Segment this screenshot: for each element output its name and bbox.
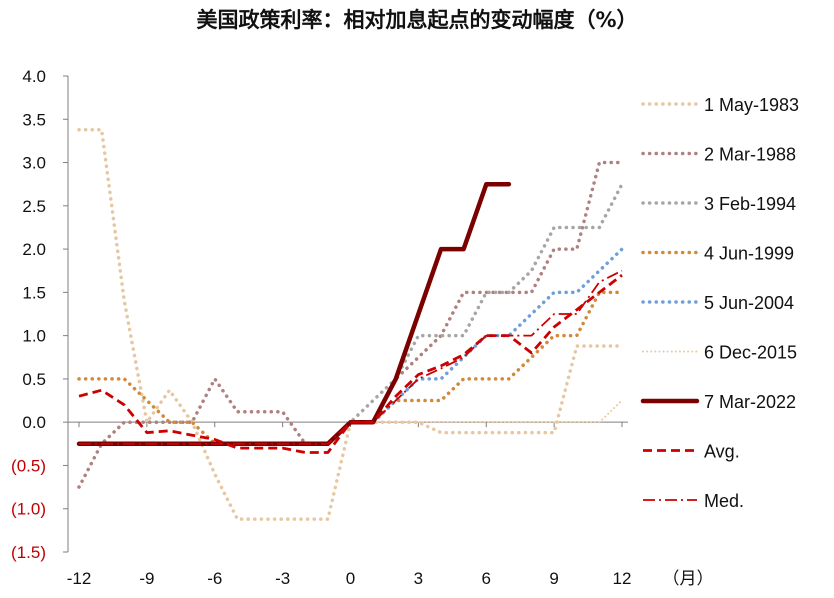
legend-label-6: 6 Dec-2015 <box>704 343 797 363</box>
x-axis-ticks: -12 -9 -6 -3 0 3 6 9 12 <box>67 569 632 588</box>
y-tick-label: 3.0 <box>22 154 46 173</box>
y-tick-label: 0.0 <box>22 413 46 432</box>
legend-label-2: 2 Mar-1988 <box>704 145 796 165</box>
x-tick-label: 9 <box>549 569 558 588</box>
legend-label-3: 3 Feb-1994 <box>704 194 796 214</box>
axes <box>63 75 628 553</box>
series-line-4 <box>77 290 624 446</box>
y-tick-label: 2.0 <box>22 240 46 259</box>
x-tick-label: -6 <box>207 569 222 588</box>
legend-label-7: 7 Mar-2022 <box>704 392 796 412</box>
y-tick-label: (1.5) <box>11 543 46 562</box>
x-tick-label: -3 <box>275 569 290 588</box>
x-tick-label: 6 <box>482 569 491 588</box>
series-line-3 <box>77 182 624 446</box>
y-tick-label: (0.5) <box>11 456 46 475</box>
legend-label-9: Med. <box>704 491 744 511</box>
legend-label-4: 4 Jun-1999 <box>704 244 794 264</box>
series-line-2 <box>77 160 624 489</box>
series-line-9 <box>79 269 623 445</box>
x-tick-label: -9 <box>139 569 154 588</box>
y-tick-label: 4.0 <box>22 67 46 86</box>
legend-label-8: Avg. <box>704 442 740 462</box>
series-lines <box>76 127 624 521</box>
series-line-8 <box>78 273 623 454</box>
y-tick-label: 1.0 <box>22 327 46 346</box>
legend: 1 May-1983 2 Mar-1988 3 Feb-1994 4 Jun-1999… <box>640 95 799 511</box>
x-tick-label: 3 <box>414 569 423 588</box>
x-tick-label: -12 <box>67 569 92 588</box>
series-line-7 <box>76 181 512 447</box>
y-tick-label: 3.5 <box>22 110 46 129</box>
x-tick-label: 12 <box>613 569 632 588</box>
legend-label-5: 5 Jun-2004 <box>704 293 794 313</box>
series-line-1 <box>77 127 624 521</box>
y-tick-label: (1.0) <box>11 500 46 519</box>
x-axis-label: （月） <box>663 569 714 588</box>
y-axis-ticks: 4.0 3.5 3.0 2.5 2.0 1.5 1.0 0.5 0.0 (0.5) (1.0) (1.… <box>11 67 46 562</box>
chart-title: 美国政策利率：相对加息起点的变动幅度（%） <box>196 8 638 32</box>
legend-label-1: 1 May-1983 <box>704 95 799 115</box>
y-tick-label: 2.5 <box>22 197 46 216</box>
y-tick-label: 1.5 <box>22 283 46 302</box>
y-tick-label: 0.5 <box>22 370 46 389</box>
x-tick-label: 0 <box>346 569 355 588</box>
